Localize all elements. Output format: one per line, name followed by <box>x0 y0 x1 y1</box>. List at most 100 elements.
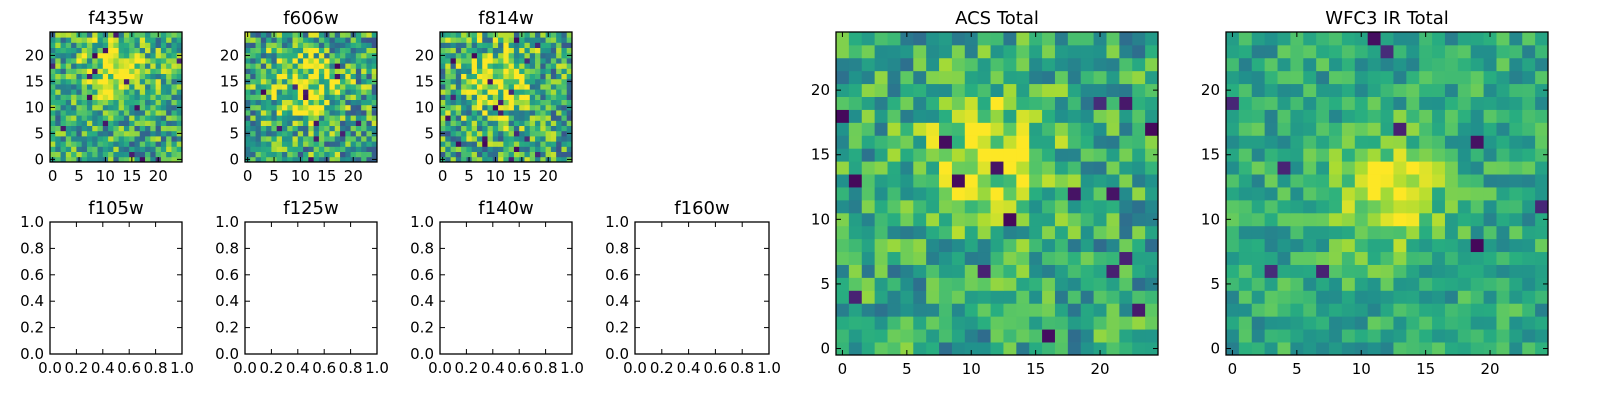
heatmap-cell <box>361 120 367 126</box>
heatmap-cell <box>92 84 98 90</box>
heatmap-cell <box>1483 83 1497 97</box>
heatmap-cell <box>874 316 888 330</box>
heatmap-cell <box>176 47 183 54</box>
heatmap-cell <box>1303 251 1317 265</box>
heatmap-cell <box>92 94 98 100</box>
heatmap-cell <box>297 136 304 142</box>
heatmap-cell <box>1483 187 1497 201</box>
heatmap-cell <box>255 52 262 59</box>
heatmap-cell <box>990 303 1004 317</box>
heatmap-cell <box>1132 44 1146 59</box>
heatmap-cell <box>1522 303 1536 317</box>
heatmap-cell <box>1341 109 1356 123</box>
heatmap-cell <box>513 115 520 121</box>
heatmap-cell <box>1406 109 1420 123</box>
heatmap-cell <box>1042 148 1056 162</box>
heatmap-cell <box>329 110 336 116</box>
heatmap-cell <box>318 99 325 106</box>
heatmap-cell <box>1496 187 1510 201</box>
heatmap-cell <box>508 130 515 137</box>
heatmap-cell <box>1132 148 1146 162</box>
heatmap-cell <box>171 110 178 116</box>
heatmap-cell <box>1470 225 1484 240</box>
heatmap-cell <box>1341 122 1356 136</box>
heatmap-cell <box>545 146 552 152</box>
heatmap-cell <box>297 151 304 158</box>
heatmap-cell <box>455 156 462 163</box>
heatmap-cell <box>276 94 283 100</box>
heatmap-cell <box>874 238 888 253</box>
heatmap-cell <box>1496 96 1510 110</box>
heatmap-cell <box>1264 161 1278 175</box>
heatmap-cell <box>113 156 120 163</box>
heatmap-cell <box>1444 303 1459 317</box>
heatmap-cell <box>1444 148 1459 162</box>
heatmap-cell <box>266 58 272 64</box>
heatmap-cell <box>97 146 104 152</box>
heatmap-cell <box>492 115 499 121</box>
heatmap-cell <box>361 52 367 59</box>
heatmap-cell <box>129 84 135 90</box>
heatmap-cell <box>123 47 130 54</box>
x-tick-label: 0.8 <box>730 359 754 377</box>
heatmap-cell <box>1303 187 1317 201</box>
heatmap-cell <box>345 110 351 116</box>
heatmap-cell <box>524 73 531 80</box>
heatmap-cell <box>990 264 1004 278</box>
heatmap-cell <box>60 136 67 142</box>
heatmap-cell <box>92 130 98 137</box>
heatmap-cell <box>1106 212 1120 227</box>
heatmap-cell <box>318 136 325 142</box>
heatmap-cell <box>81 110 88 116</box>
heatmap-cell <box>1316 57 1330 72</box>
heatmap-cell <box>445 146 451 152</box>
heatmap-cell <box>292 73 299 80</box>
heatmap-cell <box>561 130 568 137</box>
heatmap-cell <box>513 32 520 38</box>
heatmap-cell <box>836 57 850 72</box>
heatmap-cell <box>60 47 67 54</box>
heatmap-cell <box>471 94 478 100</box>
y-tick-label: 5 <box>34 124 44 142</box>
heatmap-cell <box>176 120 183 126</box>
heatmap-cell <box>1145 96 1159 110</box>
heatmap-cell <box>466 146 473 152</box>
heatmap-cell <box>1042 96 1056 110</box>
y-tick-label: 10 <box>220 98 239 116</box>
heatmap-cell <box>123 58 130 64</box>
heatmap-cell <box>1329 316 1343 330</box>
heatmap-cell <box>340 89 346 95</box>
heatmap-cell <box>134 73 141 80</box>
heatmap-cell <box>874 212 888 227</box>
heatmap-cell <box>1303 316 1317 330</box>
heatmap-cell <box>1341 135 1356 149</box>
heatmap-cell <box>498 141 504 147</box>
heatmap-cell <box>171 52 178 59</box>
heatmap-cell <box>324 73 330 80</box>
heatmap-cell <box>964 32 979 46</box>
x-tick-label: 0.6 <box>507 359 531 377</box>
heatmap-cell <box>65 63 72 69</box>
heatmap-cell <box>887 329 901 343</box>
heatmap-cell <box>848 238 863 253</box>
heatmap-cell <box>466 110 473 116</box>
heatmap-cell <box>1054 342 1069 356</box>
heatmap-cell <box>171 125 178 132</box>
heatmap-cell <box>566 32 573 38</box>
heatmap-cell <box>366 130 373 137</box>
heatmap-cell <box>566 141 573 147</box>
heatmap-cell <box>508 68 515 74</box>
heatmap-cell <box>292 151 299 158</box>
heatmap-cell <box>50 136 56 142</box>
heatmap-cell <box>1329 96 1343 110</box>
heatmap-cell <box>1277 122 1291 136</box>
heatmap-cell <box>524 78 531 85</box>
heatmap-cell <box>1354 109 1369 123</box>
heatmap-cell <box>1277 290 1291 304</box>
heatmap-cell <box>450 99 457 106</box>
heatmap-cell <box>450 89 457 95</box>
heatmap-cell <box>1290 135 1304 149</box>
heatmap-cell <box>1106 174 1120 188</box>
heatmap-cell <box>308 146 315 152</box>
